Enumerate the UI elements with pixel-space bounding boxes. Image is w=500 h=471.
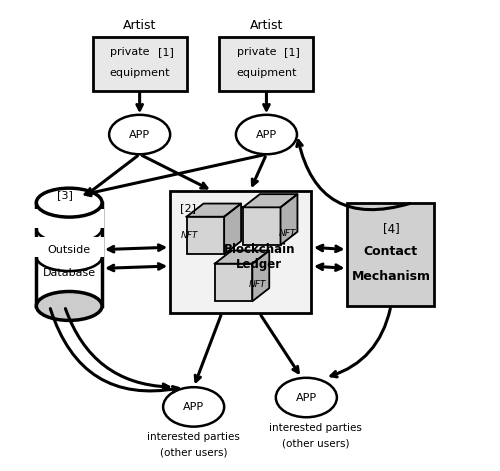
Text: Blockchain
Ledger: Blockchain Ledger	[224, 243, 295, 271]
Ellipse shape	[163, 387, 224, 427]
Ellipse shape	[276, 378, 337, 417]
Text: APP: APP	[296, 392, 317, 403]
Text: equipment: equipment	[110, 68, 170, 79]
Text: [3]: [3]	[56, 190, 72, 200]
FancyBboxPatch shape	[170, 191, 311, 313]
Text: NFT: NFT	[279, 228, 296, 238]
Text: [4]: [4]	[382, 222, 400, 235]
Ellipse shape	[36, 292, 102, 320]
Text: Mechanism: Mechanism	[352, 270, 430, 284]
Text: private: private	[238, 48, 277, 57]
Text: Artist: Artist	[123, 19, 156, 32]
Text: Outside: Outside	[48, 244, 91, 255]
Ellipse shape	[109, 115, 170, 154]
Text: [1]: [1]	[158, 48, 174, 57]
Text: [2]: [2]	[180, 203, 196, 212]
Text: NFT: NFT	[180, 231, 198, 240]
Polygon shape	[186, 203, 241, 217]
Text: equipment: equipment	[236, 68, 296, 79]
Polygon shape	[215, 251, 270, 264]
Polygon shape	[224, 203, 241, 254]
Polygon shape	[252, 251, 270, 301]
FancyBboxPatch shape	[215, 264, 252, 301]
FancyBboxPatch shape	[348, 203, 434, 306]
Text: interested parties: interested parties	[147, 432, 240, 442]
FancyBboxPatch shape	[34, 237, 104, 257]
FancyBboxPatch shape	[186, 217, 224, 254]
Text: Database: Database	[42, 268, 96, 278]
Text: (other users): (other users)	[282, 439, 350, 448]
FancyBboxPatch shape	[34, 209, 104, 228]
Text: NFT: NFT	[248, 280, 266, 289]
FancyBboxPatch shape	[243, 207, 281, 245]
Text: private: private	[110, 48, 150, 57]
Polygon shape	[280, 194, 297, 245]
Text: APP: APP	[129, 130, 150, 139]
Ellipse shape	[36, 188, 102, 217]
Text: Contact: Contact	[364, 245, 418, 259]
Text: APP: APP	[256, 130, 277, 139]
Text: Artist: Artist	[250, 19, 283, 32]
Text: (other users): (other users)	[160, 448, 228, 458]
FancyBboxPatch shape	[36, 203, 102, 306]
Text: APP: APP	[183, 402, 204, 412]
Ellipse shape	[236, 115, 297, 154]
FancyBboxPatch shape	[220, 37, 314, 91]
Polygon shape	[243, 194, 298, 207]
Text: interested parties: interested parties	[270, 423, 362, 433]
FancyBboxPatch shape	[92, 37, 186, 91]
Text: [1]: [1]	[284, 48, 300, 57]
